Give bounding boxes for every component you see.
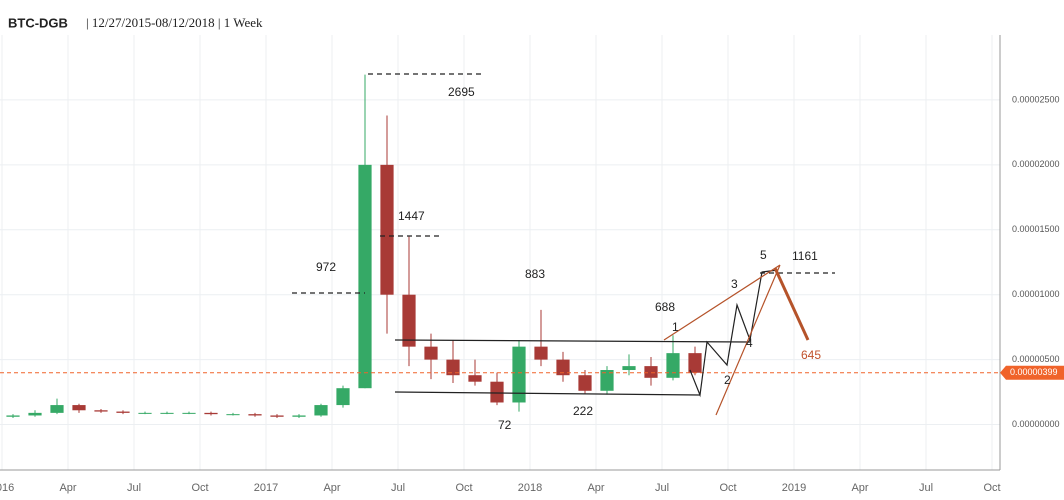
wave-guide [663, 264, 781, 416]
x-tick-label: Oct [983, 482, 1000, 494]
drawings [292, 73, 835, 416]
last-price-label: 0.00000399 [1010, 367, 1058, 377]
candle-body [72, 405, 86, 411]
candle-body [534, 346, 548, 360]
x-tick-label: 2016 [0, 482, 14, 494]
candle-body [138, 412, 152, 414]
candle-body [226, 414, 240, 416]
candle-body [248, 414, 262, 416]
candle-body [468, 375, 482, 382]
candle-body [50, 405, 64, 413]
candle-body [424, 346, 438, 360]
x-tick-label: 2018 [518, 482, 542, 494]
annotation: 1 [672, 320, 679, 334]
y-tick-label: 0.00001500 [1012, 224, 1060, 234]
candle-body [28, 412, 42, 416]
projection [773, 267, 810, 341]
candle-body [644, 366, 658, 378]
x-tick-label: Apr [851, 482, 868, 494]
candle-body [666, 353, 680, 378]
x-tick-label: Apr [323, 482, 340, 494]
candle-body [292, 415, 306, 417]
annotation: 1161 [792, 249, 818, 263]
x-tick-label: Oct [191, 482, 208, 494]
annotation: 1447 [398, 209, 425, 223]
y-tick-label: 0.00000500 [1012, 354, 1060, 364]
y-tick-label: 0.00002500 [1012, 94, 1060, 104]
wave [689, 269, 779, 398]
channel [394, 339, 751, 396]
x-tick-label: Apr [587, 482, 604, 494]
candle-body [556, 359, 570, 376]
x-tick-label: 2017 [254, 482, 278, 494]
x-tick-label: Jul [391, 482, 405, 494]
annotation: 972 [316, 260, 336, 274]
x-tick-label: Oct [719, 482, 736, 494]
candle-body [336, 388, 350, 406]
candle-body [622, 366, 636, 371]
candle-body [94, 410, 108, 412]
annotation: 3 [731, 277, 738, 291]
candle-body [446, 359, 460, 376]
candle-body [270, 415, 284, 417]
annotation: 688 [655, 300, 675, 314]
candle-body [358, 164, 372, 389]
candle-body [512, 346, 526, 403]
annotation: 222 [573, 404, 593, 418]
annotation: 2695 [448, 85, 475, 99]
chart-subtitle: | 12/27/2015-08/12/2018 | 1 Week [86, 15, 263, 30]
last-price-tag [1000, 365, 1064, 380]
candle-body [6, 415, 20, 417]
candle-body [402, 294, 416, 347]
annotation: 883 [525, 267, 545, 281]
candle-body [160, 412, 174, 414]
y-tick-label: 0.00002000 [1012, 159, 1060, 169]
x-tick-label: 2019 [782, 482, 806, 494]
x-tick-label: Oct [455, 482, 472, 494]
y-tick-label: 0.00000000 [1012, 419, 1060, 429]
candle-body [116, 411, 130, 413]
candle-body [380, 164, 394, 295]
annotation: 5 [760, 248, 767, 262]
candle-body [688, 353, 702, 373]
x-tick-label: Jul [127, 482, 141, 494]
chart-title: BTC-DGB [8, 15, 68, 30]
x-tick-label: Jul [655, 482, 669, 494]
candle-body [204, 412, 218, 415]
candle-body [600, 370, 614, 391]
candle-body [182, 412, 196, 414]
candle-body [314, 405, 328, 416]
annotation: 72 [498, 418, 512, 432]
x-tick-label: Apr [59, 482, 76, 494]
x-tick-label: Jul [919, 482, 933, 494]
y-tick-label: 0.00001000 [1012, 289, 1060, 299]
annotation: 4 [746, 336, 753, 350]
annotation: 2 [724, 373, 731, 387]
candle-body [490, 381, 504, 403]
annotation: 645 [801, 348, 821, 362]
candle-body [578, 375, 592, 391]
